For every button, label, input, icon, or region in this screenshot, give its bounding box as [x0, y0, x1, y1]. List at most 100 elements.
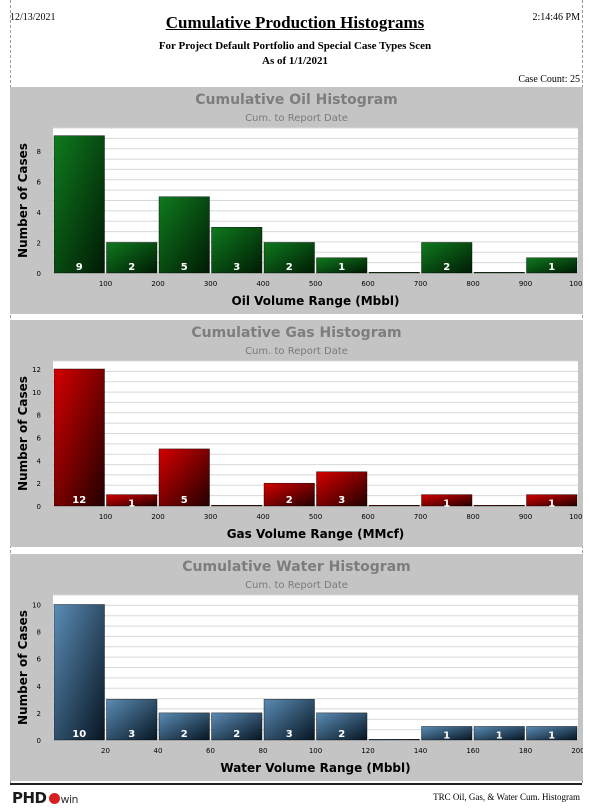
bar-value-label: 1 [548, 262, 555, 273]
y-tick-label: 2 [37, 239, 41, 247]
x-tick-label: 500 [309, 513, 322, 521]
chart-title: Cumulative Oil Histogram [195, 92, 398, 108]
histogram-bar [263, 242, 315, 274]
x-tick-label: 300 [204, 513, 217, 521]
bar-value-label: 5 [181, 262, 188, 273]
bar-value-label: 12 [72, 495, 86, 506]
histogram-bar [316, 257, 368, 274]
y-tick-label: 4 [37, 683, 42, 691]
y-tick-label: 4 [37, 209, 42, 217]
y-tick-label: 0 [37, 270, 41, 278]
bar-value-label: 2 [286, 495, 293, 506]
bar-value-label: 2 [286, 262, 293, 273]
y-tick-label: 0 [37, 503, 41, 511]
histogram-bar [526, 257, 578, 274]
histogram-bar [53, 604, 105, 741]
x-tick-label: 600 [361, 280, 374, 288]
histogram-bar [316, 712, 368, 741]
x-axis-label: Gas Volume Range (MMcf) [227, 527, 405, 541]
bar-value-label: 9 [76, 262, 83, 273]
bar-value-label: 2 [443, 262, 450, 273]
gas-chart-svg: Cumulative Gas Histogram Cum. to Report D… [16, 325, 583, 541]
report-title: Cumulative Production Histograms [165, 13, 425, 32]
x-axis-label: Water Volume Range (Mbbl) [220, 761, 410, 775]
report-date: 12/13/2021 [10, 12, 56, 23]
footer-report-name: TRC Oil, Gas, & Water Cum. Histogram [433, 792, 580, 802]
x-tick-label: 120 [361, 747, 374, 755]
x-tick-label: 600 [361, 513, 374, 521]
histogram-bar [53, 368, 105, 507]
y-tick-label: 6 [37, 434, 42, 442]
chart-subtitle: Cum. to Report Date [245, 580, 348, 591]
bar-value-label: 2 [338, 729, 345, 740]
y-tick-label: 10 [32, 601, 41, 609]
y-axis-label: Number of Cases [16, 143, 30, 258]
histogram-bar [526, 726, 578, 741]
x-axis-label: Oil Volume Range (Mbbl) [232, 294, 400, 308]
x-tick-label: 100 [99, 280, 112, 288]
x-tick-label: 100 [99, 513, 112, 521]
y-tick-label: 4 [37, 457, 42, 465]
histogram-bar [53, 135, 105, 274]
histogram-bar [421, 494, 473, 507]
phdwin-logo: PHD win [12, 789, 79, 807]
bar-value-label: 3 [233, 262, 240, 273]
y-axis-label: Number of Cases [16, 610, 30, 725]
histogram-bar [106, 242, 158, 274]
x-tick-label: 80 [259, 747, 268, 755]
y-axis-label: Number of Cases [16, 376, 30, 491]
histogram-bar [421, 242, 473, 274]
logo-flame-icon [48, 793, 60, 804]
y-tick-label: 2 [37, 710, 41, 718]
bar-value-label: 1 [548, 499, 555, 510]
bar-value-label: 2 [233, 729, 240, 740]
histogram-bar [316, 471, 368, 507]
x-tick-label: 60 [206, 747, 215, 755]
histogram-bar [473, 271, 525, 274]
x-tick-label: 1000 [569, 513, 583, 521]
bar-value-label: 10 [72, 729, 86, 740]
oil-histogram-panel: Cumulative Oil Histogram Cum. to Report D… [10, 87, 583, 314]
y-tick-label: 6 [37, 656, 42, 664]
bar-value-label: 1 [443, 499, 450, 510]
y-tick-label: 2 [37, 480, 41, 488]
histogram-bar [106, 699, 158, 741]
case-count: Case Count: 25 [518, 74, 580, 85]
x-tick-label: 180 [519, 747, 532, 755]
x-tick-label: 900 [519, 513, 532, 521]
histogram-bar [368, 738, 420, 741]
gas-histogram-panel: Cumulative Gas Histogram Cum. to Report D… [10, 320, 583, 547]
logo-suffix: win [60, 793, 79, 806]
oil-chart-svg: Cumulative Oil Histogram Cum. to Report D… [16, 92, 583, 308]
y-tick-label: 8 [37, 412, 41, 420]
bar-value-label: 1 [338, 262, 345, 273]
bar-value-label: 1 [496, 730, 503, 741]
y-tick-label: 10 [32, 389, 41, 397]
x-tick-label: 1000 [569, 280, 583, 288]
histogram-bar [106, 494, 158, 507]
x-tick-label: 20 [101, 747, 110, 755]
histogram-bar [158, 712, 210, 741]
x-tick-label: 400 [256, 280, 269, 288]
histogram-bar [368, 271, 420, 274]
histogram-bar [158, 196, 210, 274]
x-tick-label: 160 [466, 747, 479, 755]
histogram-bar [473, 504, 525, 507]
x-tick-label: 500 [309, 280, 322, 288]
x-tick-label: 200 [151, 280, 164, 288]
x-tick-label: 200 [151, 513, 164, 521]
histogram-bar [263, 699, 315, 741]
x-tick-label: 400 [256, 513, 269, 521]
chart-title: Cumulative Gas Histogram [191, 325, 401, 341]
histogram-bar [158, 448, 210, 507]
bar-value-label: 1 [548, 730, 555, 741]
bar-value-label: 3 [128, 729, 135, 740]
x-tick-label: 800 [466, 280, 479, 288]
y-tick-label: 6 [37, 178, 42, 186]
bar-value-label: 1 [128, 499, 135, 510]
x-tick-label: 300 [204, 280, 217, 288]
chart-subtitle: Cum. to Report Date [245, 346, 348, 357]
bar-value-label: 2 [128, 262, 135, 273]
histogram-bar [421, 726, 473, 741]
